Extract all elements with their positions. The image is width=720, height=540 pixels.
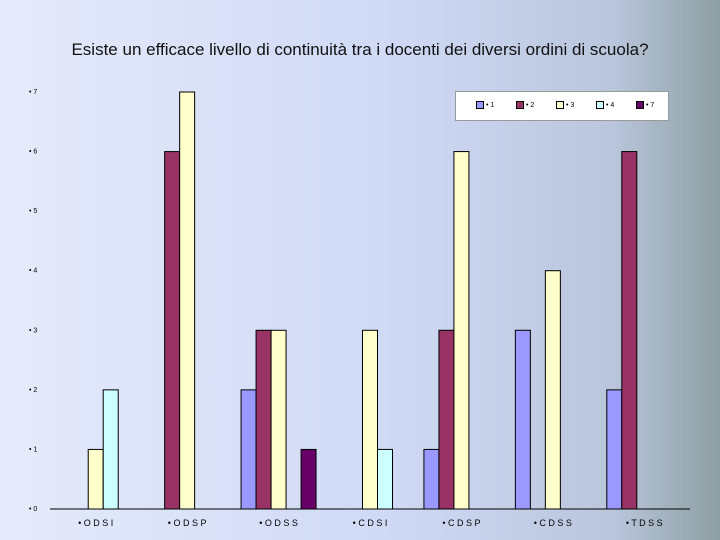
legend-label: • 3 [566,101,575,109]
bar [544,270,561,510]
legend-item: • 3 [556,101,574,109]
legend-swatch [556,101,564,109]
y-tick-label: • 3 [29,327,37,334]
y-axis: • 0 • 1 • 2 • 3 • 4 • 5 • 6 • 7 [29,89,37,513]
legend-label: • 2 [526,101,535,109]
bars [87,91,638,510]
bar [270,329,287,510]
legend-item: • 4 [596,101,614,109]
legend-item: • 2 [516,101,534,109]
legend-label: • 4 [606,101,615,109]
legend-swatch [516,101,524,109]
y-tick-label: • 2 [29,387,37,394]
legend-swatch [636,101,644,109]
x-tick-label: • O D S P [168,518,207,528]
bar [164,151,181,510]
bar [453,151,470,510]
legend-swatch [476,101,484,109]
x-tick-label: • O D S S [259,518,298,528]
bar [438,329,455,510]
legend: • 1 • 2 • 3 • 4 • 7 [455,91,669,121]
y-tick-label: • 6 [29,149,37,156]
bar [240,389,257,510]
bar [621,151,638,510]
legend-swatch [596,101,604,109]
bar [300,448,317,510]
legend-label: • 1 [486,101,495,109]
x-tick-label: • T D S S [626,518,663,528]
legend-item: • 1 [476,101,494,109]
bar [606,389,623,510]
x-tick-label: • C D S I [353,518,388,528]
x-tick-label: • C D S S [534,518,572,528]
x-axis: • O D S I • O D S P • O D S S • C D S I • C … [50,508,690,528]
bar [377,448,393,510]
x-tick-label: • C D S P [442,518,480,528]
bar [179,91,196,510]
chart-title: Esiste un efficace livello di continuità… [71,40,649,59]
y-tick-label: • 5 [29,208,37,215]
bar [87,448,104,510]
y-tick-label: • 0 [29,506,37,513]
bar [362,329,378,510]
y-tick-label: • 4 [29,268,37,275]
y-tick-label: • 1 [29,446,37,453]
bar [102,389,119,510]
y-tick-label: • 7 [29,89,37,96]
bar [514,329,531,510]
bar [423,448,440,510]
legend-item: • 7 [636,101,654,109]
x-tick-label: • O D S I [78,518,113,528]
legend-label: • 7 [646,101,655,109]
bar [255,329,272,510]
